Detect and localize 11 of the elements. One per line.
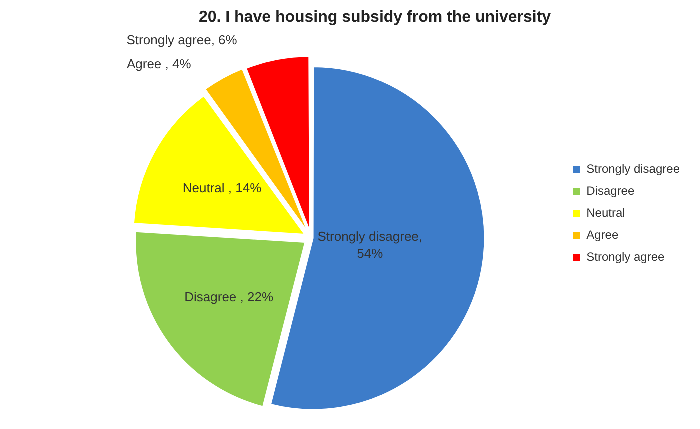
legend-label: Agree xyxy=(586,228,619,242)
chart-title: 20. I have housing subsidy from the university xyxy=(198,9,552,26)
legend-label: Neutral xyxy=(586,206,626,220)
data-label: Strongly disagree, 54% xyxy=(318,229,423,262)
data-label: Agree , 4% xyxy=(126,56,192,72)
data-label: Strongly agree, 6% xyxy=(126,32,238,48)
legend-label: Disagree xyxy=(586,184,635,198)
legend-label: Strongly disagree xyxy=(586,162,680,176)
legend-label: Strongly agree xyxy=(586,250,665,264)
data-label: Neutral , 14% xyxy=(182,180,262,196)
data-label: Disagree , 22% xyxy=(184,289,274,304)
